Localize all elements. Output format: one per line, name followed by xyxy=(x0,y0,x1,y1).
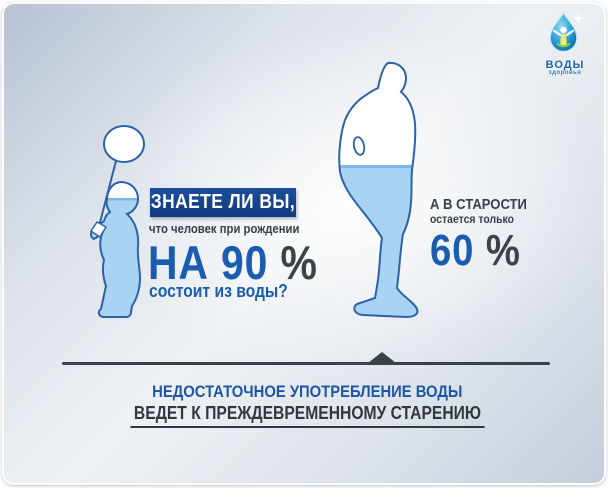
baby-water-figure xyxy=(89,125,145,318)
water-drop-logo-icon xyxy=(549,12,584,52)
stat-90-percent: НА 90 % xyxy=(148,235,343,290)
stat-60-percent: 60 % xyxy=(430,226,534,276)
logo-sub-text: здоровья xyxy=(548,70,582,76)
stat-percent-sign: % xyxy=(268,236,318,289)
old-age-line1: А В СТАРОСТИ xyxy=(430,196,527,213)
stat-value-60: 60 xyxy=(430,226,475,275)
adult-water-figure xyxy=(338,61,419,319)
adult-arm-gap xyxy=(352,136,366,156)
headline-subline: что человек при рождении xyxy=(149,221,300,236)
balloon xyxy=(103,125,145,163)
footer-line1: НЕДОСТАТОЧНОЕ УПОТРЕБЛЕНИЕ ВОДЫ xyxy=(151,382,463,401)
old-age-line2: остается только xyxy=(430,212,515,226)
baby-outline xyxy=(90,180,142,318)
brand-logo: ВОДЫ здоровья xyxy=(536,10,594,76)
ground-line xyxy=(62,362,550,365)
baby-hands-pennant xyxy=(89,221,108,239)
infographic-card: ЗНАЕТЕ ЛИ ВЫ, что человек при рождении Н… xyxy=(2,2,606,485)
adult-outline xyxy=(338,61,419,319)
footer-line2: ВЕДЕТ К ПРЕЖДЕВРЕМЕННОМУ СТАРЕНИЮ xyxy=(2,402,606,428)
stat-caption: состоит из воды? xyxy=(149,281,288,301)
footer-message: НЕДОСТАТОЧНОЕ УПОТРЕБЛЕНИЕ ВОДЫ ВЕДЕТ К … xyxy=(2,382,606,428)
ground-arrow-icon xyxy=(368,352,396,363)
headline-box: ЗНАЕТЕ ЛИ ВЫ, xyxy=(150,188,296,217)
stat-percent-sign: % xyxy=(474,226,521,275)
logo-brand-text: ВОДЫ xyxy=(545,59,585,71)
stat-value-90: 90 xyxy=(221,236,269,289)
adult-water-fill xyxy=(339,165,418,317)
stat-prefix: НА xyxy=(148,236,222,289)
headline: ЗНАЕТЕ ЛИ ВЫ, xyxy=(150,191,296,213)
sparkle-icon xyxy=(573,13,584,24)
